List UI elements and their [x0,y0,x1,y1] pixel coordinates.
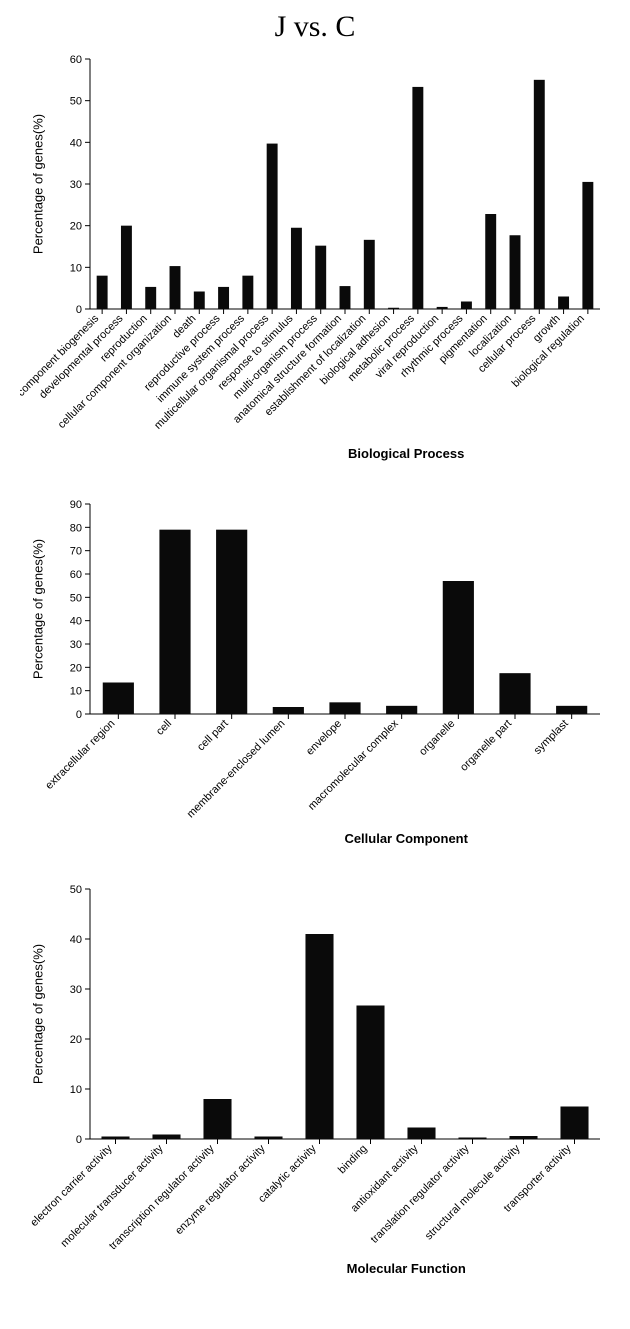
bar [291,228,302,309]
bar [437,307,448,309]
figure-root: J vs. C Percentage of genes(%)0102030405… [0,0,630,1329]
bar [170,266,181,309]
x-axis-label: Cellular Component [344,831,468,846]
bar [152,1135,180,1140]
chart-svg-mf: 01020304050electron carrier activitymole… [20,879,610,1279]
bar [386,706,417,714]
y-tick-label: 30 [70,984,82,996]
bar [560,1107,588,1140]
y-tick-label: 30 [70,179,82,191]
y-tick-label: 90 [70,499,82,511]
y-tick-label: 50 [70,96,82,108]
bar [242,276,253,309]
bar [315,246,326,309]
bar [97,276,108,309]
y-axis-label: Percentage of genes(%) [31,539,46,679]
y-tick-label: 0 [76,1134,82,1146]
y-tick-label: 10 [70,686,82,698]
figure-title: J vs. C [20,10,610,44]
bar [407,1128,435,1140]
y-axis-label: Percentage of genes(%) [31,114,46,254]
bar [194,292,205,310]
bar [329,702,360,714]
bar [485,214,496,309]
bar [254,1137,282,1140]
bar [159,530,190,714]
y-tick-label: 20 [70,1034,82,1046]
bar [103,683,134,715]
y-tick-label: 50 [70,592,82,604]
y-tick-label: 0 [76,304,82,316]
y-tick-label: 50 [70,884,82,896]
bar [267,144,278,309]
bar [443,581,474,714]
y-tick-label: 40 [70,616,82,628]
bar [121,226,132,309]
bar [356,1006,384,1140]
y-tick-label: 10 [70,262,82,274]
y-tick-label: 60 [70,569,82,581]
bar [203,1099,231,1139]
bar [412,87,423,309]
y-tick-label: 80 [70,522,82,534]
y-tick-label: 0 [76,709,82,721]
bar [364,240,375,309]
bar [499,673,530,714]
chart-bp: Percentage of genes(%)0102030405060cellu… [20,49,610,464]
y-tick-label: 40 [70,137,82,149]
charts-host: Percentage of genes(%)0102030405060cellu… [20,49,610,1279]
bar [145,287,156,309]
y-tick-label: 60 [70,54,82,66]
chart-svg-bp: 0102030405060cellular component biogenes… [20,49,610,464]
y-tick-label: 10 [70,1084,82,1096]
bar [582,182,593,309]
bar [558,297,569,310]
x-axis-label: Molecular Function [347,1261,466,1276]
bar [461,302,472,310]
bar [101,1137,129,1140]
bar [305,934,333,1139]
bar [556,706,587,714]
y-tick-label: 20 [70,221,82,233]
bar [388,308,399,309]
bar [216,530,247,714]
x-axis-label: Biological Process [348,446,464,461]
bar [510,235,521,309]
bar [218,287,229,309]
bar [509,1136,537,1139]
bar [273,707,304,714]
y-tick-label: 20 [70,662,82,674]
y-tick-label: 70 [70,546,82,558]
y-tick-label: 40 [70,934,82,946]
chart-cc: Percentage of genes(%)010203040506070809… [20,494,610,849]
bar [458,1138,486,1140]
bar [340,286,351,309]
chart-mf: Percentage of genes(%)01020304050electro… [20,879,610,1279]
y-axis-label: Percentage of genes(%) [31,944,46,1084]
chart-svg-cc: 0102030405060708090extracellular regionc… [20,494,610,849]
y-tick-label: 30 [70,639,82,651]
bar [534,80,545,309]
